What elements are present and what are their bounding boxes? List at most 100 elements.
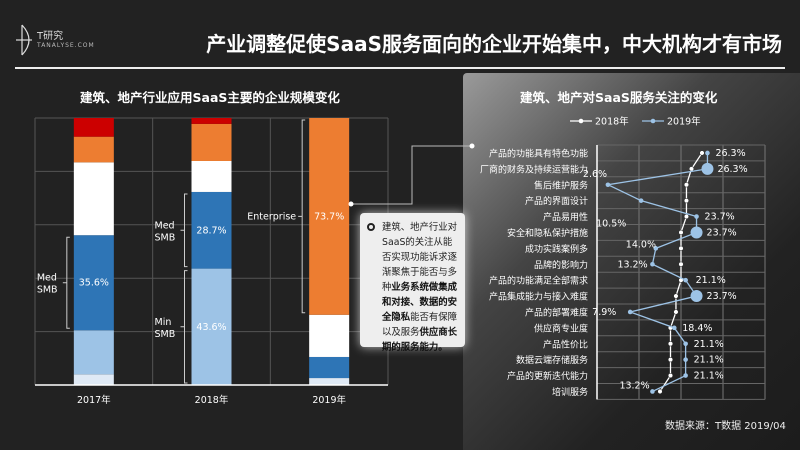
data-label: 26.3%: [717, 164, 747, 175]
callout-bold: 供应商长期的服务能力。: [382, 327, 458, 353]
data-point: [650, 261, 655, 267]
data-point: [627, 309, 633, 315]
data-label: 23.7%: [705, 212, 735, 223]
category-label: 产品的部署难度: [525, 306, 588, 318]
data-point: [667, 373, 674, 379]
data-point: [667, 357, 674, 363]
data-point: [683, 341, 688, 347]
data-point: [699, 150, 705, 156]
legend-label: 2018年: [595, 116, 629, 128]
divider: [15, 67, 785, 69]
data-point: [673, 293, 679, 299]
bar-segment: [191, 118, 232, 124]
category-label: 产品易用性: [543, 211, 588, 223]
right-panel: [463, 73, 800, 450]
data-label: 23.7%: [707, 291, 737, 302]
data-label: 18.4%: [682, 323, 712, 334]
data-point: [653, 246, 659, 251]
annotation-label: Med SMB: [155, 220, 176, 243]
data-point: [683, 277, 688, 283]
data-point: [683, 373, 688, 378]
bracket: [180, 270, 188, 384]
callout-text: 能否有保障以及服务: [382, 312, 458, 338]
data-point: [671, 325, 677, 331]
data-point: [683, 182, 690, 188]
data-point: [683, 198, 690, 204]
x-tick-label: 2017年: [77, 394, 111, 406]
x-tick-label: 2018年: [195, 394, 229, 406]
bar-segment: [73, 235, 114, 331]
data-source: 数据来源：T数据 2019/04: [665, 421, 786, 432]
category-label: 产品的界面设计: [525, 195, 588, 207]
data-label: 13.2%: [617, 259, 647, 270]
bar-segment: [73, 162, 114, 236]
bracket: [180, 193, 188, 268]
data-point: [688, 166, 695, 172]
callout-box: 建筑、地产行业对SaaS的关注从能否实现功能诉求逐渐聚焦于能否与多种业务系统做集…: [360, 213, 465, 353]
data-point: [683, 357, 688, 362]
bar-segment: [191, 268, 232, 385]
data-label: 7.9%: [592, 307, 616, 318]
bar-segment: [73, 374, 114, 385]
category-label: 产品的功能具有特色功能: [489, 147, 588, 159]
logo-icon: [16, 24, 32, 56]
annotation-label: Enterprise: [247, 211, 296, 222]
annotation-label: Med SMB: [37, 273, 58, 296]
legend-marker: [578, 118, 584, 124]
category-label: 数据云端存储服务: [516, 354, 588, 366]
legend-marker: [650, 118, 656, 124]
data-label: 28.7%: [196, 225, 226, 236]
category-label: 成功实践案例多: [525, 243, 588, 255]
data-point: [605, 182, 611, 188]
legend-label: 2019年: [667, 116, 701, 128]
category-label: 厂商的财务及持续运营能力: [480, 163, 588, 175]
bar-segment: [191, 160, 232, 192]
category-label: 安全和隐私保护措施: [507, 227, 588, 239]
data-label: 13.2%: [619, 380, 649, 391]
category-label: 产品的功能满足全部需求: [489, 275, 588, 287]
data-label: 21.1%: [694, 371, 724, 382]
category-label: 供应商专业度: [534, 322, 588, 334]
data-label: 21.1%: [696, 275, 726, 286]
data-point: [701, 162, 714, 175]
series-line: [605, 152, 709, 393]
data-point: [667, 341, 674, 347]
bar-segment: [309, 356, 350, 379]
data-point: [678, 261, 684, 267]
connector-line: [351, 145, 472, 205]
data-label: 23.7%: [707, 227, 737, 238]
series-line: [659, 152, 703, 392]
left-chart-title: 建筑、地产行业应用SaaS主要的企业规模变化: [80, 90, 340, 105]
data-point: [705, 150, 710, 156]
annotation-label: Min SMB: [155, 317, 176, 340]
bar-segment: [191, 191, 232, 269]
data-label: 26.3%: [715, 148, 745, 159]
data-point: [657, 388, 663, 395]
data-point: [694, 214, 699, 219]
connector-dot: [348, 201, 354, 207]
category-label: 品牌的影响力: [534, 259, 588, 271]
data-label: 21.1%: [694, 355, 724, 366]
data-point: [690, 226, 703, 239]
category-label: 售后维护服务: [534, 179, 588, 191]
bar-segment: [309, 118, 350, 315]
logo-text: T研究: [37, 31, 64, 42]
bracket: [62, 236, 70, 329]
data-point: [678, 229, 684, 235]
page-title: 产业调整促使SaaS服务面向的企业开始集中，中大机构才有市场: [206, 32, 782, 56]
data-label: 35.6%: [79, 278, 109, 289]
data-point: [683, 214, 690, 220]
bracket: [298, 119, 306, 314]
connector-dot: [469, 143, 475, 149]
data-point: [650, 389, 655, 394]
data-label: 10.5%: [596, 219, 626, 230]
data-point: [690, 290, 703, 303]
bullet-icon: [367, 223, 375, 231]
category-label: 产品集成能力与接入难度: [489, 291, 588, 303]
logo-subtitle: TANALYSE.COM: [37, 42, 95, 49]
category-label: 产品性价比: [543, 338, 588, 350]
bar-segment: [73, 136, 114, 163]
category-label: 产品的更新迭代能力: [507, 370, 588, 382]
bar-segment: [73, 118, 114, 137]
callout-bold: 业务系统做集成和对接、数据的安全隐私: [382, 282, 458, 323]
